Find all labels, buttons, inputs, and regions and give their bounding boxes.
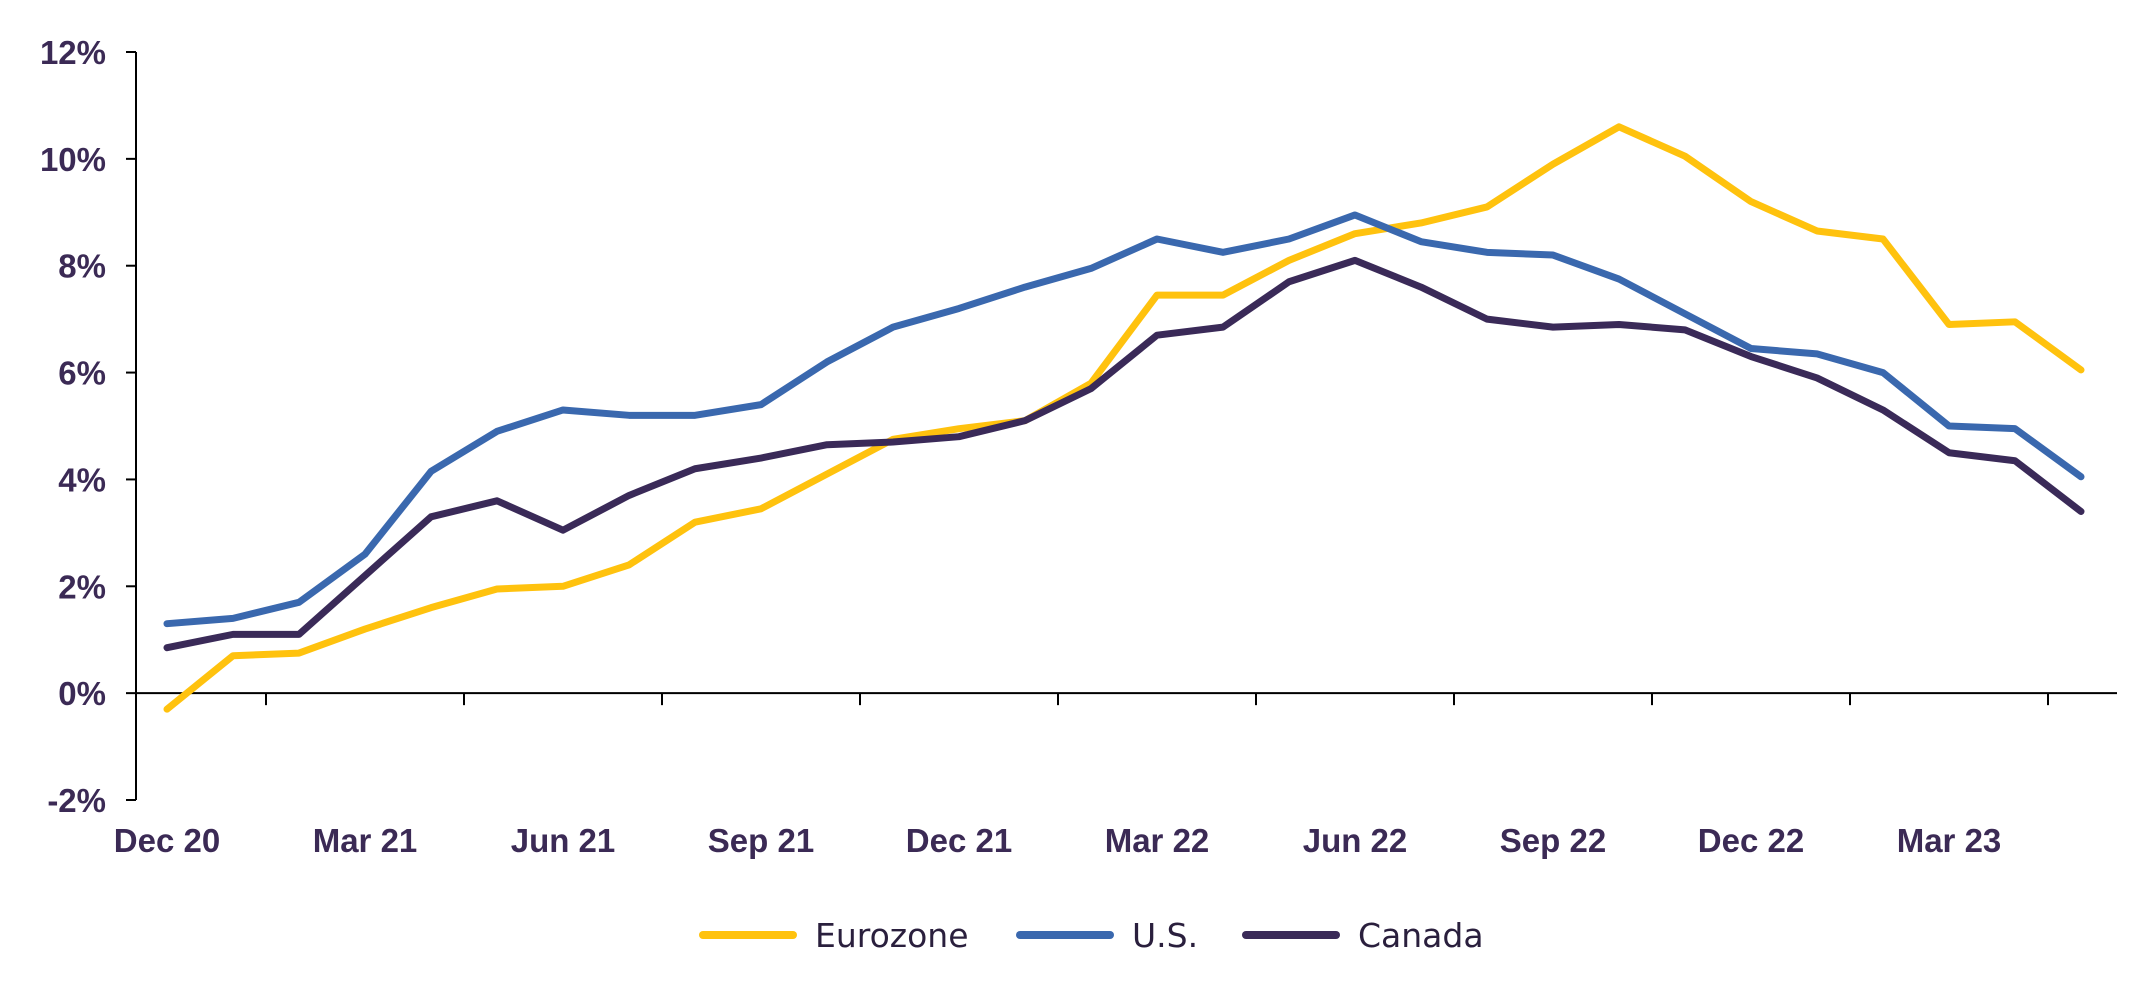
- y-axis-labels: -2% 0% 2% 4% 6% 8% 10% 12%: [40, 34, 106, 819]
- chart-series: [163, 123, 2085, 713]
- y-tick-label: 2%: [58, 568, 106, 605]
- legend-label-u-s: U.S.: [1132, 916, 1198, 955]
- x-tick-label: Dec 20: [114, 822, 220, 859]
- x-tick-label: Dec 22: [1698, 822, 1804, 859]
- series-line-canada: [163, 256, 2085, 652]
- chart-legend: Eurozone U.S. Canada: [699, 916, 1484, 955]
- x-tick-label: Mar 22: [1105, 822, 1210, 859]
- series-line-eurozone: [163, 123, 2085, 713]
- legend-label-canada: Canada: [1358, 916, 1484, 955]
- x-axis-labels: Dec 20 Mar 21 Jun 21 Sep 21 Dec 21 Mar 22 Jun …: [114, 822, 2001, 859]
- y-tick-label: 12%: [40, 34, 106, 71]
- y-tick-label: 8%: [58, 248, 106, 285]
- x-tick-label: Mar 23: [1897, 822, 2002, 859]
- y-tick-label: 4%: [58, 461, 106, 498]
- chart-axes: [126, 51, 2117, 801]
- x-tick-label: Jun 22: [1303, 822, 1408, 859]
- x-tick-label: Dec 21: [906, 822, 1012, 859]
- legend-label-eurozone: Eurozone: [815, 916, 969, 955]
- x-tick-label: Sep 22: [1500, 822, 1606, 859]
- x-tick-label: Mar 21: [313, 822, 418, 859]
- y-tick-label: 6%: [58, 355, 106, 392]
- y-tick-label: 0%: [58, 675, 106, 712]
- y-tick-label: 10%: [40, 141, 106, 178]
- x-tick-label: Jun 21: [511, 822, 616, 859]
- x-tick-label: Sep 21: [708, 822, 814, 859]
- series-line-u-s: [163, 211, 2085, 628]
- y-tick-label: -2%: [47, 782, 106, 819]
